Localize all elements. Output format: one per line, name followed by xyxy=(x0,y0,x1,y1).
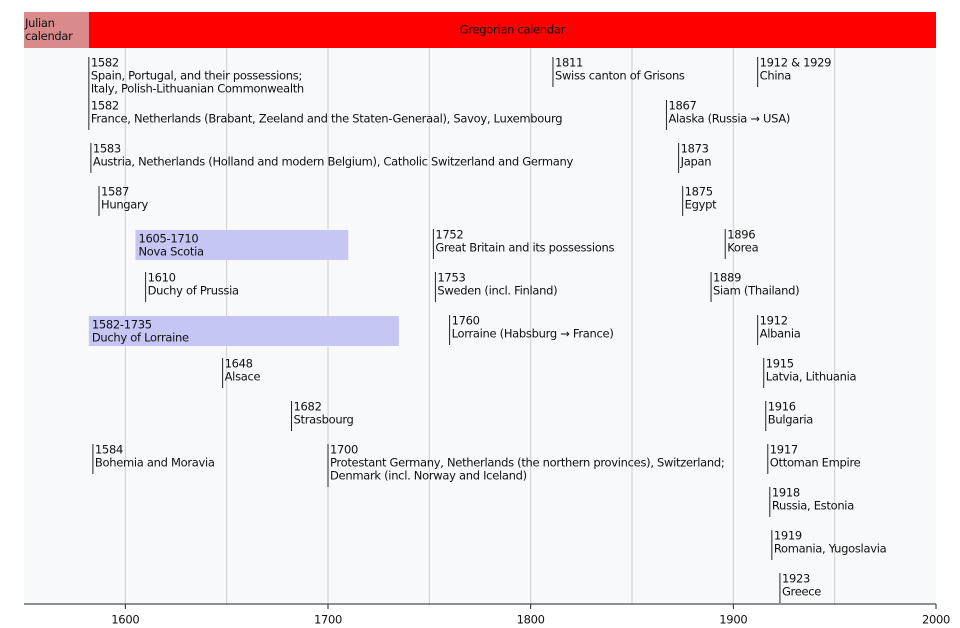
event-year: 1760 xyxy=(452,314,480,328)
event-label: Duchy of Prussia xyxy=(148,284,239,298)
event-label: Russia, Estonia xyxy=(772,499,854,513)
era-bar xyxy=(88,12,936,48)
event-year: 1752 xyxy=(435,228,463,242)
event-label: Albania xyxy=(760,327,801,341)
event-label: Ottoman Empire xyxy=(770,456,861,470)
plot-background xyxy=(24,12,936,604)
era-label: Julian xyxy=(24,16,55,30)
event-label: Romania, Yugoslavia xyxy=(774,542,887,556)
range-label: 1582-1735 xyxy=(92,318,152,332)
event-year: 1923 xyxy=(782,572,810,586)
event-year: 1912 & 1929 xyxy=(760,56,832,70)
x-tick-label: 1600 xyxy=(111,613,139,627)
era-label: Gregorian calendar xyxy=(460,23,566,37)
event-year: 1896 xyxy=(727,228,755,242)
event-year: 1587 xyxy=(101,185,129,199)
event-year: 1919 xyxy=(774,529,802,543)
event-year: 1917 xyxy=(770,443,798,457)
event-label: France, Netherlands (Brabant, Zeeland an… xyxy=(91,112,562,126)
event-year: 1916 xyxy=(768,400,796,414)
event-year: 1700 xyxy=(330,443,358,457)
event-year: 1918 xyxy=(772,486,800,500)
event-year: 1867 xyxy=(668,99,696,113)
event-year: 1915 xyxy=(766,357,794,371)
event-year: 1875 xyxy=(685,185,713,199)
event-year: 1610 xyxy=(148,271,176,285)
event-label: Swiss canton of Grisons xyxy=(555,69,685,83)
event-label: Egypt xyxy=(685,198,717,212)
event-label: Italy, Polish-Lithuanian Commonwealth xyxy=(91,82,304,96)
x-tick-label: 1800 xyxy=(517,613,545,627)
event-label: Latvia, Lithuania xyxy=(766,370,857,384)
range-label: 1605-1710 xyxy=(138,232,198,246)
event-label: Alaska (Russia → USA) xyxy=(668,112,790,126)
event-label: Lorraine (Habsburg → France) xyxy=(452,327,614,341)
event-label: Korea xyxy=(727,241,758,255)
event-label: Siam (Thailand) xyxy=(713,284,799,298)
event-label: Great Britain and its possessions xyxy=(435,241,614,255)
event-label: Japan xyxy=(680,155,712,169)
x-tick-label: 1900 xyxy=(719,613,747,627)
event-year: 1582 xyxy=(91,99,119,113)
event-label: Sweden (incl. Finland) xyxy=(437,284,557,298)
event-label: Bulgaria xyxy=(768,413,813,427)
event-label: Nova Scotia xyxy=(138,245,203,259)
event-label: Duchy of Lorraine xyxy=(92,331,189,345)
era-label: calendar xyxy=(25,29,73,43)
range-bar xyxy=(135,230,349,260)
event-year: 1648 xyxy=(225,357,253,371)
range-bar xyxy=(88,316,399,346)
event-year: 1753 xyxy=(437,271,465,285)
event-year: 1682 xyxy=(294,400,322,414)
event-year: 1582 xyxy=(91,56,119,70)
event-year: 1811 xyxy=(555,56,583,70)
event-label: Protestant Germany, Netherlands (the nor… xyxy=(330,456,724,470)
event-label: Hungary xyxy=(101,198,148,212)
event-label: Alsace xyxy=(225,370,261,384)
event-year: 1583 xyxy=(93,142,121,156)
event-label: Spain, Portugal, and their possessions; xyxy=(91,69,302,83)
event-label: Greece xyxy=(782,585,821,599)
event-year: 1584 xyxy=(95,443,123,457)
x-tick-label: 2000 xyxy=(922,613,950,627)
event-label: Denmark (incl. Norway and Iceland) xyxy=(330,469,527,483)
event-year: 1889 xyxy=(713,271,741,285)
event-label: China xyxy=(760,69,791,83)
event-year: 1873 xyxy=(681,142,709,156)
x-tick-label: 1700 xyxy=(314,613,342,627)
event-label: Strasbourg xyxy=(294,413,354,427)
event-label: Austria, Netherlands (Holland and modern… xyxy=(93,155,574,169)
event-label: Bohemia and Moravia xyxy=(95,456,215,470)
event-year: 1912 xyxy=(760,314,788,328)
era-bar xyxy=(24,12,89,48)
